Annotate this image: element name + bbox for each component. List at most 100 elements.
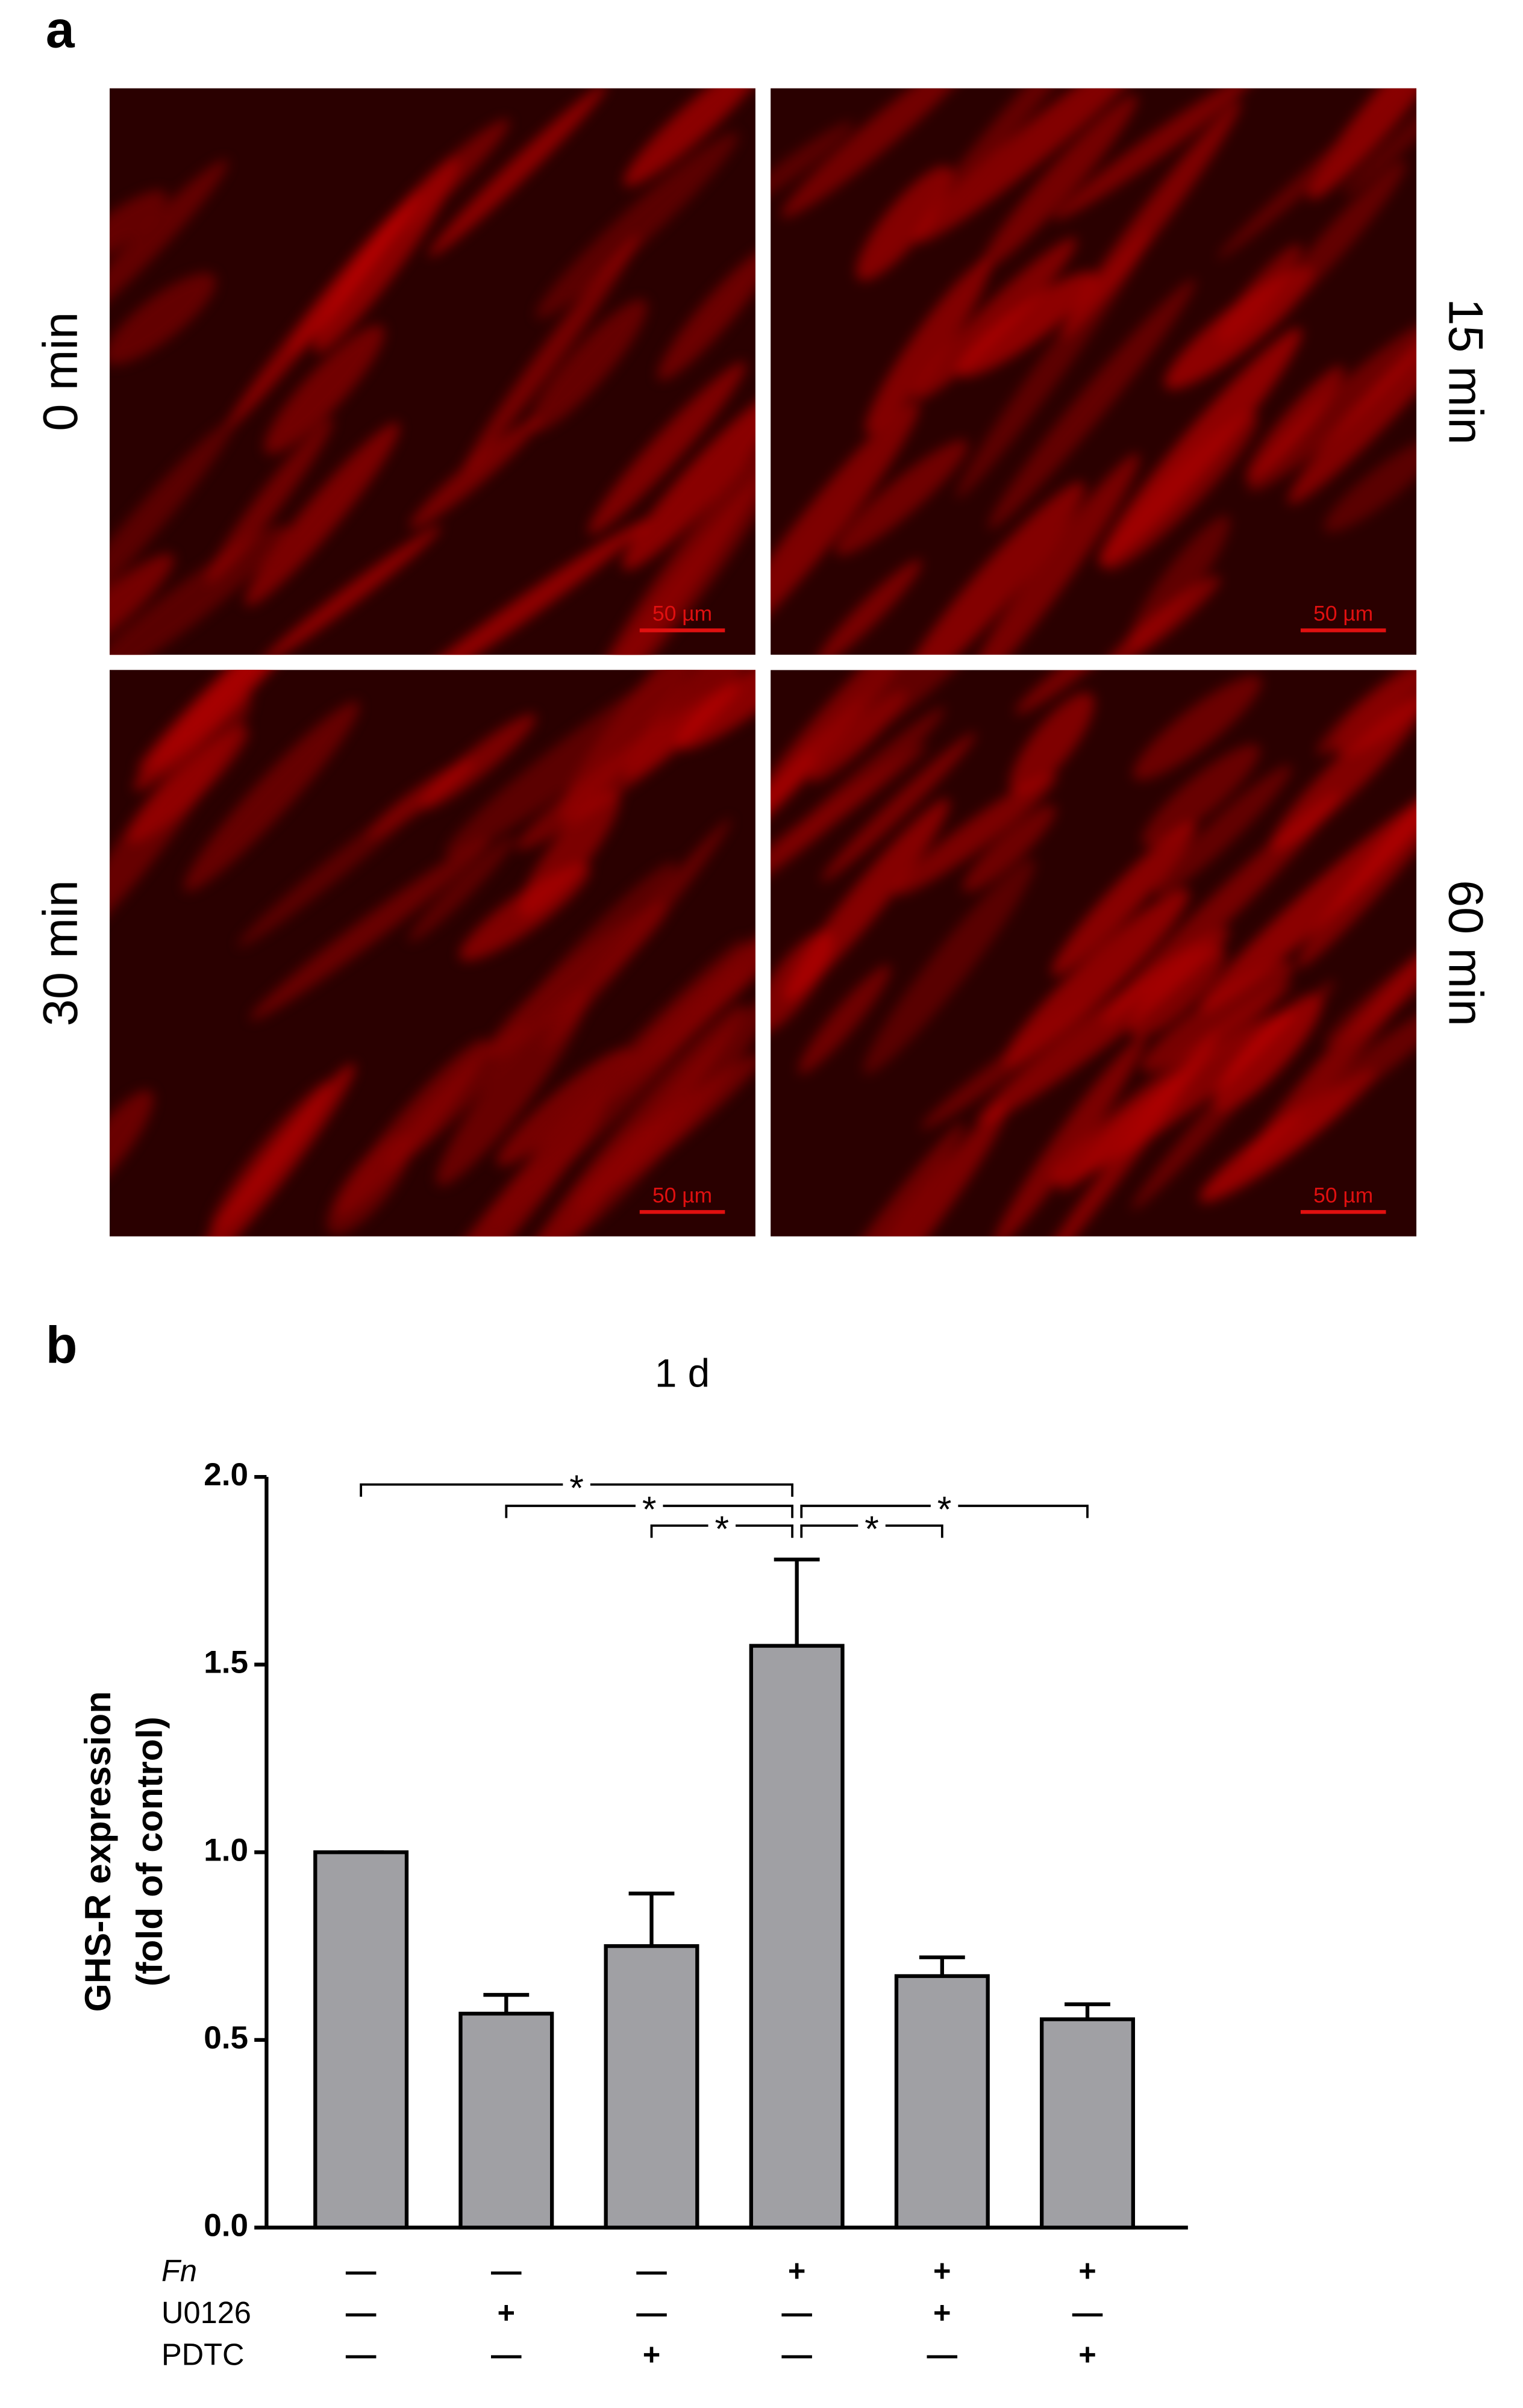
cell [1061,100,1242,338]
cell [622,386,755,570]
cell [924,88,1131,219]
cell [264,325,385,454]
cell [894,773,1057,895]
panel-label: b [46,1316,77,1374]
cell [1054,88,1259,220]
cell [191,1063,355,1237]
bar [604,1944,699,2230]
treatment-name: Fn [161,2254,197,2288]
cell [110,420,234,628]
significance-star: * [865,1508,879,1549]
cell [110,525,288,655]
bar [1039,2017,1135,2230]
cell [482,1120,649,1237]
cell [1324,437,1417,532]
cell [1140,961,1294,1072]
cell [1287,293,1417,504]
y-tick-label: 0.5 [204,2020,248,2056]
bar [894,1974,990,2230]
y-tick-label: 1.0 [204,1832,248,1868]
cell [1102,576,1221,655]
cell [529,299,648,432]
cell [463,235,640,472]
cell [445,670,704,858]
treatment-sign: — [781,2338,812,2372]
treatment-sign: — [636,2254,667,2288]
cell [127,726,249,843]
cell [225,190,421,431]
star-gap [708,1516,736,1535]
cell [977,928,1230,1124]
cell [1316,670,1417,755]
cell [1002,888,1190,1067]
cell [993,1035,1146,1237]
cell [816,559,922,655]
treatment-name: PDTC [161,2338,245,2372]
cell [809,670,993,761]
treatment-sign: + [788,2254,806,2288]
cell [421,714,536,809]
star-gap [930,1497,959,1515]
treatment-sign: + [498,2295,516,2330]
cell [1051,822,1196,976]
star-gap [858,1516,886,1535]
cell [1217,244,1302,343]
bar [313,1850,409,2230]
cell [249,838,491,1020]
bar [458,2012,554,2230]
cell [261,526,442,655]
cell [835,440,968,556]
cell [1246,366,1344,481]
cell [1060,1075,1181,1192]
scale-bar-label: 50 µm [652,1184,712,1207]
panel-label: a [46,1,75,58]
cell [237,783,439,947]
cell [966,453,1140,655]
treatment-sign: + [933,2254,951,2288]
y-axis-title-line: (fold of control) [129,1717,170,1986]
cell [914,88,1161,243]
treatment-sign: — [346,2338,377,2372]
cell [1133,675,1262,781]
cells [771,670,1417,1237]
scale-bar-label: 50 µm [652,602,712,626]
bar [749,1644,845,2230]
cell [436,988,589,1186]
y-tick-label: 1.5 [204,1645,248,1680]
cell [856,166,952,281]
star-gap [563,1475,590,1494]
cell [1198,790,1417,1012]
cell [921,1002,1090,1129]
cell [393,519,649,655]
cell [899,481,1085,655]
cell [110,159,228,327]
cell [1343,88,1417,196]
cell [184,701,360,891]
cell [408,836,514,942]
cell [1104,413,1258,570]
treatment-sign: + [643,2338,661,2372]
cell [1217,88,1417,259]
cell [110,554,174,655]
cell [1142,744,1260,847]
cell [522,938,746,1176]
cell [428,88,608,257]
cell [1015,670,1128,714]
treatment-sign: — [346,2254,377,2288]
cell [1270,696,1417,850]
cell [519,790,620,917]
cell [863,858,1035,1075]
cell [771,121,853,210]
cell [110,1090,154,1197]
cell [676,670,755,750]
y-axis-title: GHS-R expression (fold of control) [77,1691,170,2012]
time-label: 15 min [1438,298,1492,444]
treatment-sign: — [346,2295,377,2330]
cell [410,417,540,529]
treatment-name: U0126 [161,2295,251,2330]
chart-title: 1 d [655,1352,710,1396]
cell [206,417,334,583]
cell [798,964,891,1074]
